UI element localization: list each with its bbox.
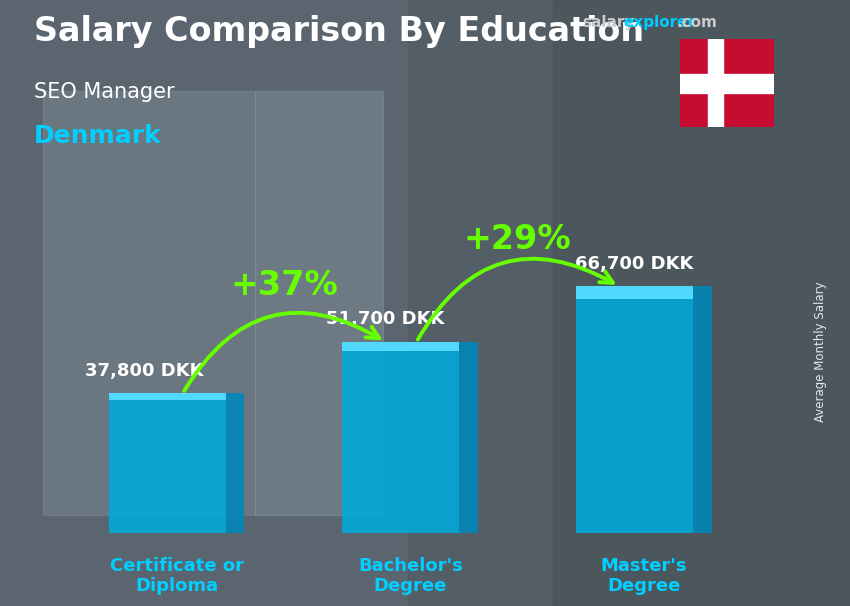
- Text: explorer: explorer: [623, 15, 695, 30]
- Polygon shape: [576, 286, 693, 533]
- Text: 37,800 DKK: 37,800 DKK: [84, 362, 203, 380]
- Polygon shape: [109, 393, 225, 533]
- Text: Denmark: Denmark: [34, 124, 162, 148]
- Text: Certificate or
Diploma: Certificate or Diploma: [110, 556, 243, 596]
- Bar: [255, 91, 382, 515]
- Text: 51,700 DKK: 51,700 DKK: [326, 310, 445, 328]
- Bar: [708, 39, 723, 127]
- Polygon shape: [576, 286, 693, 299]
- Polygon shape: [693, 286, 711, 533]
- Text: Bachelor's
Degree: Bachelor's Degree: [358, 556, 462, 596]
- Polygon shape: [225, 393, 244, 533]
- Polygon shape: [343, 342, 459, 351]
- Text: salary: salary: [582, 15, 635, 30]
- Text: +29%: +29%: [464, 223, 571, 256]
- Bar: [42, 91, 255, 515]
- Text: Salary Comparison By Education: Salary Comparison By Education: [34, 15, 644, 48]
- Bar: [408, 0, 850, 606]
- Polygon shape: [459, 342, 478, 533]
- Text: 66,700 DKK: 66,700 DKK: [575, 255, 694, 273]
- FancyArrowPatch shape: [184, 313, 379, 391]
- Text: Master's
Degree: Master's Degree: [601, 556, 688, 596]
- Text: Average Monthly Salary: Average Monthly Salary: [813, 281, 827, 422]
- Text: .com: .com: [677, 15, 717, 30]
- FancyArrowPatch shape: [418, 259, 613, 339]
- Bar: [680, 74, 774, 93]
- Polygon shape: [109, 393, 225, 401]
- Polygon shape: [343, 342, 459, 533]
- Text: +37%: +37%: [230, 268, 338, 302]
- Text: SEO Manager: SEO Manager: [34, 82, 174, 102]
- Bar: [552, 0, 850, 606]
